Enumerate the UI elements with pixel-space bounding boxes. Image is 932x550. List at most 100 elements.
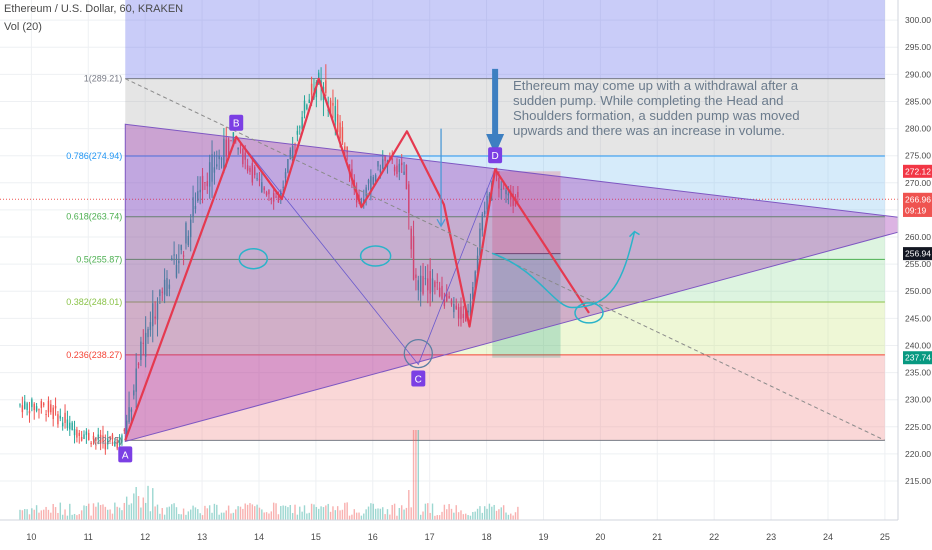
price-axis-bg: [898, 0, 932, 550]
volume-bar: [334, 510, 337, 520]
volume-bar: [415, 430, 417, 520]
candle-body: [99, 434, 102, 444]
candle-body: [427, 278, 429, 291]
fib-zone: [125, 354, 885, 441]
candle-body: [118, 437, 121, 446]
price-tick-label: 245.00: [905, 313, 931, 323]
price-badge: [903, 192, 932, 206]
chart-title: Ethereum / U.S. Dollar, 60, KRAKEN: [4, 3, 184, 15]
target-zone[interactable]: [492, 253, 561, 358]
candle-body: [213, 167, 216, 173]
candle-body: [189, 219, 192, 238]
volume-bar: [244, 503, 246, 520]
candle-body: [159, 290, 161, 296]
volume-bar: [436, 515, 438, 520]
candle-body: [299, 126, 301, 128]
volume-bar: [457, 512, 460, 520]
candle-body: [441, 285, 443, 299]
candle-body: [102, 435, 104, 443]
volume-bar: [128, 504, 130, 520]
candle-body: [341, 127, 344, 143]
candle-body: [163, 279, 166, 295]
candle-body: [54, 405, 57, 409]
volume-bar: [344, 502, 346, 520]
time-tick-label: 24: [823, 532, 833, 542]
fib-label: 0.382(248.01): [66, 297, 122, 307]
volume-bar: [479, 506, 481, 520]
candle-body: [178, 260, 180, 264]
fib-level-labels: 1(289.21) 0.786(274.94) 0.618(263.74) 0.5(2…: [66, 74, 122, 446]
volume-bar: [391, 504, 393, 520]
volume-bar: [353, 509, 355, 520]
candle-body: [237, 147, 239, 150]
head-shoulders-line[interactable]: [124, 77, 590, 441]
head-shoulders-polyline[interactable]: [124, 77, 590, 441]
volume-bar: [178, 513, 180, 520]
volume-bar: [332, 506, 334, 520]
volume-bar: [40, 510, 43, 520]
candle-body: [453, 303, 455, 313]
time-axis[interactable]: 10 11 12 13 14 15 16 17 18 19 20 21 22 23 24 25: [0, 519, 932, 550]
candle-body: [92, 435, 95, 440]
candle-body: [42, 403, 45, 406]
volume-bar: [372, 503, 374, 520]
candle-body: [45, 413, 47, 415]
position-box[interactable]: [492, 171, 561, 358]
triangle-shape[interactable]: [124, 123, 932, 443]
volume-bar: [382, 507, 384, 520]
candle-body: [90, 442, 92, 445]
price-tick-label: 270.00: [905, 178, 931, 188]
volume-bar: [384, 514, 386, 520]
candle-body: [284, 172, 287, 179]
price-tick-label: 255.00: [905, 259, 931, 269]
volume-bar: [192, 505, 194, 520]
candle-body: [268, 190, 270, 195]
volume-bar: [339, 510, 341, 520]
volume-bar: [417, 430, 420, 520]
volume-bar: [57, 512, 59, 520]
candle-body: [422, 276, 424, 294]
candle-body: [408, 184, 410, 213]
volume-bar: [163, 514, 166, 520]
volume-bar: [303, 505, 306, 520]
candle-body: [223, 138, 225, 169]
candle-body: [289, 149, 291, 160]
volume-bar: [495, 510, 498, 520]
candle-body: [329, 100, 332, 113]
volume-bar: [294, 504, 296, 520]
point-badge: [118, 446, 133, 463]
candle-body: [180, 244, 182, 251]
price-axis[interactable]: 215.00 220.00 225.00 230.00 235.00 240.00 245.…: [897, 0, 932, 550]
volume-bar: [24, 509, 26, 520]
volume-bar: [377, 508, 379, 520]
volume-bar: [137, 496, 140, 520]
candle-body: [116, 441, 118, 449]
volume-bar: [19, 509, 21, 520]
fib-label: 0.5(255.87): [76, 254, 122, 264]
price-tick-label: 230.00: [905, 395, 931, 405]
candle-body: [71, 422, 73, 431]
price-badge: [903, 164, 932, 178]
candle-body: [107, 438, 109, 445]
volume-bar: [450, 508, 453, 520]
candle-body: [171, 258, 173, 261]
candle-body: [486, 195, 488, 210]
volume-bar: [171, 504, 173, 520]
candle-body: [47, 400, 50, 413]
point-label: A: [122, 450, 129, 461]
volume-bar: [313, 504, 315, 520]
volume-bar: [216, 504, 218, 520]
volume-bar: [389, 514, 391, 520]
volume-bar: [85, 505, 88, 520]
volume-bar: [514, 512, 517, 520]
candle-body: [370, 175, 372, 194]
volume-bar: [476, 508, 479, 520]
volume-bar: [427, 503, 429, 520]
volume-bar: [111, 513, 114, 520]
volume-indicator-label[interactable]: Vol (20): [4, 21, 42, 33]
candle-body: [244, 152, 246, 160]
triangle-pattern[interactable]: [124, 123, 932, 443]
candle-body: [85, 431, 88, 435]
fib-label: (222.5): [94, 435, 123, 445]
